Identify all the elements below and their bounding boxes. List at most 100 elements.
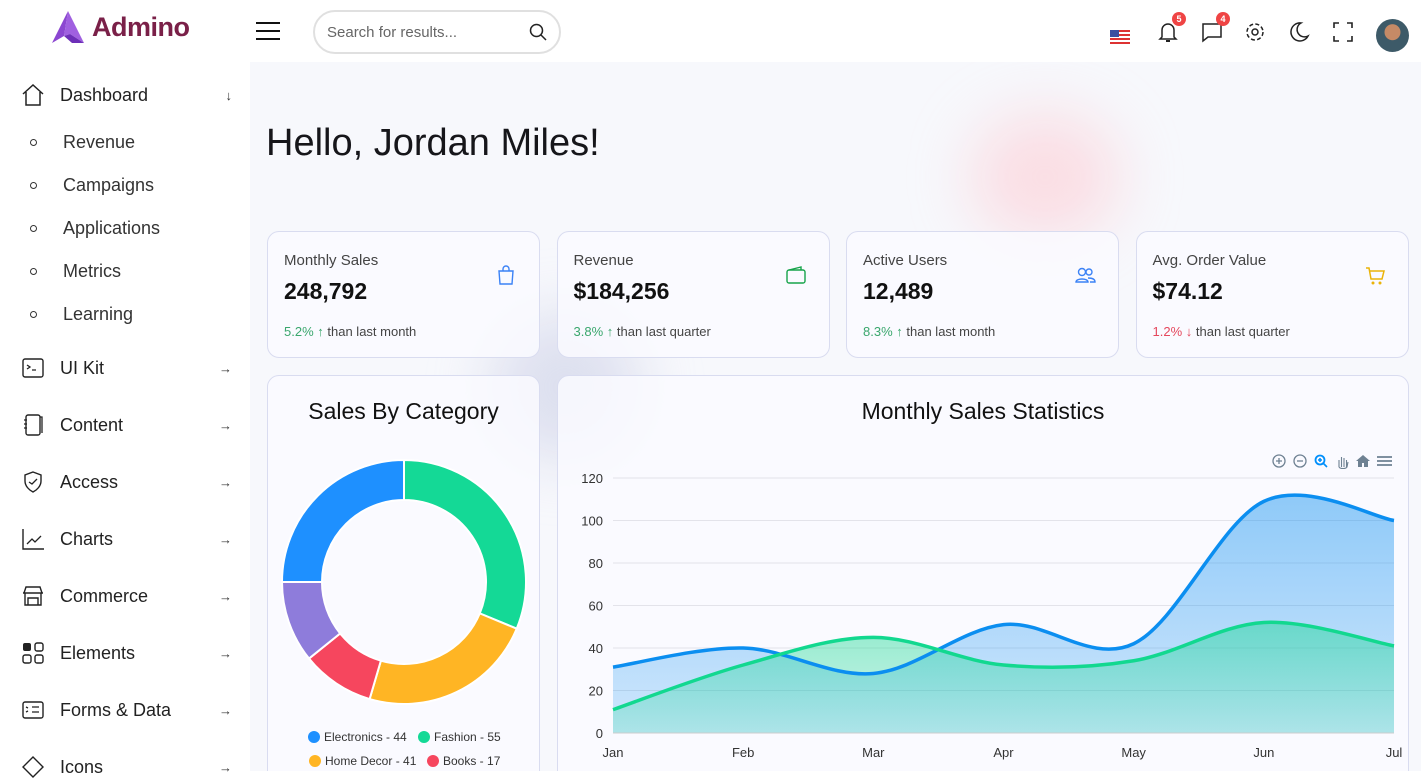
zoom-in-icon[interactable] [1272, 454, 1286, 468]
sidebar-subitem-campaigns[interactable]: Campaigns [30, 175, 154, 196]
sidebar-item-label: Revenue [63, 132, 136, 152]
sidebar-item-icons[interactable]: Icons → [20, 754, 232, 780]
stat-change: 1.2% ↓ than last quarter [1153, 324, 1290, 339]
avatar[interactable] [1376, 19, 1409, 52]
arrow-down-icon: ↓ [1185, 324, 1193, 339]
arrow-right-icon: → [219, 702, 232, 718]
chevron-down-icon: ↓ [225, 87, 233, 103]
legend-item-home-decor[interactable]: Home Decor - 41 [309, 754, 416, 768]
brand-logo[interactable]: Admino [50, 10, 190, 44]
arrow-right-icon: → [219, 531, 232, 547]
donut-slice-home-decor[interactable] [368, 612, 519, 705]
y-tick-label: 120 [581, 471, 603, 486]
sidebar-item-content[interactable]: Content → [20, 412, 232, 438]
stat-value: $74.12 [1152, 278, 1223, 304]
monthly-sales-card: Monthly Sales Statistics 0 20 40 60 80 100 120… [557, 375, 1409, 771]
gear-icon[interactable] [1243, 20, 1267, 44]
messages-button[interactable]: 4 [1200, 12, 1230, 44]
stat-card-active-users: Active Users 12,489 8.3% ↑ than last mon… [846, 231, 1119, 358]
change-percent: 5.2% [284, 324, 314, 339]
legend-label: Books - 17 [443, 754, 501, 768]
menu-icon[interactable] [1377, 456, 1392, 466]
fullscreen-icon[interactable] [1331, 20, 1355, 44]
stat-value: 12,489 [863, 278, 934, 304]
series-line-1[interactable] [612, 493, 1395, 676]
arrow-up-icon: ↑ [896, 324, 903, 339]
legend-item-electronics[interactable]: Electronics - 44 [308, 730, 407, 744]
sales-by-category-card: Sales By Category Electronics - 44 Fashi… [267, 375, 540, 771]
logo-icon [52, 11, 84, 43]
change-suffix: than last month [327, 324, 417, 339]
donut-slice-electronics[interactable] [280, 458, 405, 583]
bullet-icon [30, 311, 37, 318]
selection-zoom-icon[interactable] [1314, 454, 1328, 468]
moon-icon[interactable] [1287, 20, 1311, 44]
stat-card-revenue: Revenue $184,256 3.8% ↑ than last quarte… [556, 231, 830, 358]
sidebar-subitem-metrics[interactable]: Metrics [30, 261, 121, 282]
series-area-2 [613, 622, 1394, 733]
sidebar-item-dashboard[interactable]: Dashboard ↓ [20, 82, 232, 108]
legend-item-fashion[interactable]: Fashion - 55 [418, 730, 501, 744]
bullet-icon [30, 268, 37, 275]
x-tick-label: Jun [1253, 745, 1274, 760]
stat-card-avg-order-value: Avg. Order Value $74.12 1.2% ↓ than last… [1135, 231, 1409, 358]
sidebar-subitem-revenue[interactable]: Revenue [30, 132, 135, 153]
donut-slice-other[interactable] [280, 581, 342, 660]
change-suffix: than last quarter [616, 324, 711, 339]
search-icon[interactable] [529, 23, 547, 41]
sidebar-item-label: Forms & Data [60, 699, 172, 720]
y-tick-label: 20 [589, 684, 603, 699]
message-badge: 4 [1216, 12, 1230, 26]
sidebar-item-ui-kit[interactable]: UI Kit → [20, 355, 232, 381]
sidebar-item-label: Learning [63, 304, 134, 324]
notifications-button[interactable]: 5 [1156, 12, 1186, 44]
change-percent: 3.8% [573, 324, 604, 339]
sidebar-item-label: Dashboard [60, 84, 149, 105]
sidebar-item-charts[interactable]: Charts → [20, 526, 232, 552]
y-tick-label: 0 [596, 726, 603, 741]
decor-blob [970, 112, 1120, 242]
home-icon [22, 83, 44, 106]
sidebar: Dashboard ↓ Revenue Campaigns Applications… [0, 62, 250, 778]
wallet-icon [785, 266, 806, 284]
legend-item-books[interactable]: Books - 17 [427, 754, 500, 768]
sidebar-subitem-applications[interactable]: Applications [30, 218, 160, 239]
bell-icon [1158, 23, 1178, 42]
sidebar-item-elements[interactable]: Elements → [20, 640, 232, 666]
zoom-out-icon[interactable] [1293, 454, 1307, 468]
sidebar-item-label: Commerce [60, 585, 149, 606]
page-title: Hello, Jordan Miles! [266, 122, 600, 164]
stat-label: Revenue [573, 252, 634, 269]
arrow-right-icon: → [219, 759, 232, 775]
sidebar-item-label: Access [60, 471, 119, 492]
search-box [313, 10, 561, 54]
menu-toggle-button[interactable] [256, 22, 280, 42]
stat-card-monthly-sales: Monthly Sales 248,792 5.2% ↑ than last m… [267, 231, 540, 358]
sidebar-item-label: Content [60, 414, 124, 435]
sidebar-item-forms-data[interactable]: Forms & Data → [20, 697, 232, 723]
sidebar-item-commerce[interactable]: Commerce → [20, 583, 232, 609]
stat-label: Avg. Order Value [1152, 252, 1267, 269]
search-input[interactable] [327, 23, 529, 41]
sidebar-item-access[interactable]: Access → [20, 469, 232, 495]
form-list-icon [22, 701, 44, 719]
donut-slice-fashion[interactable] [403, 458, 527, 630]
stat-change: 3.8% ↑ than last quarter [574, 324, 711, 339]
series-line-2[interactable] [612, 620, 1395, 712]
brand-name: Admino [92, 11, 190, 42]
notebook-icon [24, 414, 43, 436]
legend-marker [308, 731, 320, 743]
cart-icon [1365, 267, 1385, 285]
stat-label: Monthly Sales [284, 252, 379, 269]
change-percent: 1.2% [1152, 324, 1183, 339]
reset-home-icon[interactable] [1356, 455, 1370, 467]
y-tick-label: 80 [589, 556, 603, 571]
sidebar-subitem-learning[interactable]: Learning [30, 304, 133, 325]
x-tick-label: Jan [603, 745, 624, 760]
legend-marker [427, 755, 439, 767]
pan-icon[interactable] [1338, 457, 1349, 470]
line-chart-icon [22, 529, 44, 550]
us-flag-icon[interactable] [1110, 30, 1130, 44]
stat-label: Active Users [863, 252, 948, 269]
bullet-icon [30, 225, 37, 232]
